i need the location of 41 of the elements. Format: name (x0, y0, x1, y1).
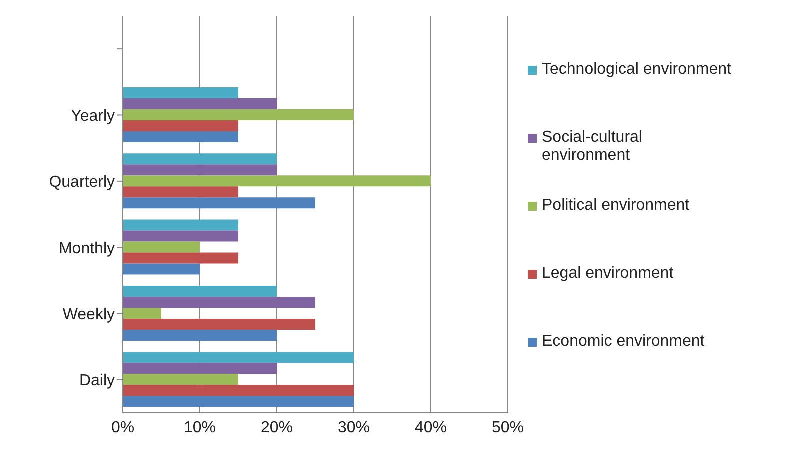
x-tick-label: 0% (111, 419, 135, 436)
x-tick-label: 50% (492, 419, 524, 436)
bar (123, 220, 238, 231)
bar (123, 308, 162, 319)
bar (123, 131, 238, 142)
bar (123, 385, 354, 396)
legend-label: Political environment (542, 196, 691, 214)
legend-label: Social-cultural environment (542, 128, 644, 164)
legend-label: Economic environment (542, 332, 706, 350)
bar (123, 109, 354, 120)
bar (123, 396, 354, 408)
y-tick-label: Yearly (71, 108, 115, 125)
bar (123, 242, 200, 253)
bar (123, 154, 277, 165)
bar (123, 176, 431, 187)
y-tick-label: Monthly (58, 240, 115, 258)
bar (123, 164, 277, 176)
bar (123, 363, 277, 374)
legend-label: Technological environment (542, 60, 732, 78)
bar (123, 186, 238, 198)
bar (123, 352, 354, 364)
bar (123, 296, 316, 308)
legend-label: Legal environment (542, 264, 675, 282)
y-tick-label: Quarterly (49, 174, 115, 192)
x-tick-label: 20% (260, 419, 294, 436)
bar (123, 252, 238, 264)
y-tick-label: Daily (79, 372, 115, 390)
y-tick-label: Weekly (62, 306, 115, 324)
bar (123, 120, 238, 132)
x-tick-label: 30% (338, 419, 370, 436)
bar (123, 374, 238, 386)
bar (123, 87, 238, 98)
bar (123, 230, 238, 242)
x-tick-label: 40% (414, 419, 448, 436)
bar (123, 286, 277, 297)
bar (123, 318, 316, 330)
bar (123, 98, 277, 110)
x-tick-label: 10% (184, 419, 216, 436)
bar (123, 330, 277, 341)
bar (123, 198, 316, 209)
bar (123, 264, 200, 275)
